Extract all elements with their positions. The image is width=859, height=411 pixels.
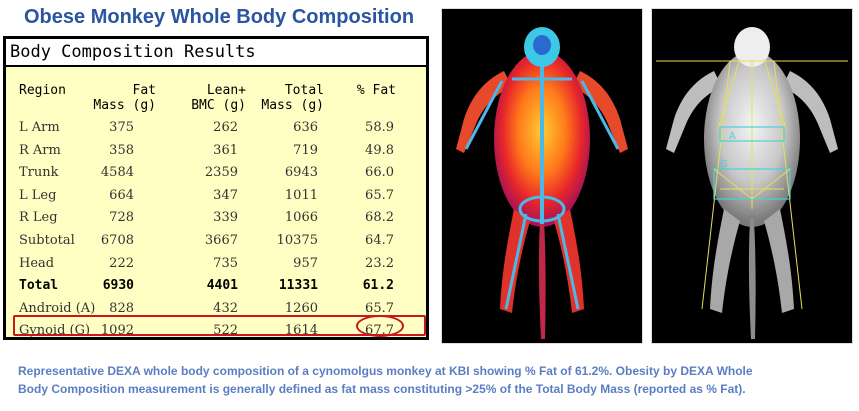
cell-pct: 58.9: [365, 120, 394, 135]
cell-total: 636: [293, 120, 318, 135]
dexa-color-scan-image: [441, 8, 643, 344]
table-row: R Arm 358 361 719 49.8: [6, 140, 426, 162]
table-heading: Body Composition Results: [10, 42, 256, 62]
cell-region: Head: [19, 255, 55, 271]
total-pct-fat-highlight: [356, 315, 404, 337]
cell-lean: 347: [213, 187, 238, 203]
col-header-lean-1: Lean+: [206, 83, 246, 98]
cell-fat: 375: [109, 120, 134, 135]
cell-lean: 3667: [204, 233, 238, 248]
cell-fat: 728: [109, 210, 134, 226]
caption-line-2: Body Composition measurement is generall…: [18, 382, 746, 396]
cell-total: 11331: [278, 278, 318, 294]
cell-region: Gynoid (G): [19, 323, 91, 339]
cell-lean: 2359: [204, 165, 238, 181]
cell-total: 1260: [284, 300, 318, 316]
table-row: L Arm 375 262 636 58.9: [6, 117, 426, 139]
cell-fat: 222: [109, 255, 134, 271]
cell-lean: 361: [213, 142, 238, 158]
cell-region: L Arm: [19, 120, 60, 135]
cell-lean: 522: [213, 323, 238, 339]
cell-fat: 6930: [102, 278, 134, 294]
results-table: Body Composition Results Region Fat Mass…: [3, 36, 429, 340]
cell-total: 957: [293, 255, 318, 271]
cell-fat: 6708: [100, 233, 134, 248]
table-heading-bar: Body Composition Results: [6, 39, 426, 67]
cell-total: 10375: [276, 233, 318, 248]
col-header-pct-fat: % Fat: [356, 83, 396, 98]
cell-pct: 68.2: [365, 210, 394, 226]
dexa-color-scan: [456, 27, 628, 339]
col-header-total-1: Total: [284, 83, 324, 98]
caption-line-1: Representative DEXA whole body compositi…: [18, 364, 753, 378]
col-header-fat-1: Fat: [132, 83, 156, 98]
region-label-g: G: [720, 159, 728, 170]
cell-region: R Leg: [19, 210, 58, 226]
cell-total: 1614: [284, 323, 318, 339]
cell-total: 1066: [284, 210, 318, 226]
col-header-lean-2: BMC (g): [191, 98, 246, 113]
cell-region: Android (A): [19, 300, 96, 316]
cell-pct: 64.7: [365, 233, 394, 248]
col-header-region: Region: [19, 83, 66, 98]
page-title: Obese Monkey Whole Body Composition: [24, 6, 415, 28]
cell-fat: 1092: [100, 323, 134, 339]
table-row: Subtotal 6708 3667 10375 64.7: [6, 230, 426, 252]
col-header-fat-2: Mass (g): [93, 98, 156, 113]
table-row: Head 222 735 957 23.2: [6, 253, 426, 275]
table-row: Trunk 4584 2359 6943 66.0: [6, 162, 426, 184]
cell-region: L Leg: [19, 187, 57, 203]
cell-lean: 262: [213, 120, 238, 135]
cell-fat: 358: [109, 142, 134, 158]
cell-pct: 61.2: [362, 278, 394, 294]
col-header-total-2: Mass (g): [261, 98, 324, 113]
cell-fat: 664: [109, 187, 134, 203]
dexa-gray-scan-image: A G: [651, 8, 853, 344]
cell-lean: 339: [213, 210, 238, 226]
cell-lean: 735: [213, 255, 238, 271]
table-row: Android (A) 828 432 1260 65.7: [6, 298, 426, 320]
cell-fat: 4584: [100, 165, 134, 181]
cell-region: Total: [19, 278, 59, 294]
cell-pct: 49.8: [365, 142, 394, 158]
table-row: R Leg 728 339 1066 68.2: [6, 207, 426, 229]
cell-pct: 65.7: [365, 300, 394, 316]
cell-fat: 828: [109, 300, 134, 316]
region-label-a: A: [729, 131, 736, 142]
total-row-highlight: [13, 315, 426, 336]
table-row: Total 6930 4401 11331 61.2: [6, 275, 426, 297]
cell-pct: 23.2: [365, 255, 394, 271]
cell-region: R Arm: [19, 142, 61, 158]
cell-region: Subtotal: [19, 233, 75, 248]
caption: Representative DEXA whole body compositi…: [18, 362, 848, 398]
cell-lean: 4401: [206, 278, 238, 294]
cell-lean: 432: [213, 300, 238, 316]
cell-pct: 65.7: [365, 187, 394, 203]
cell-region: Trunk: [19, 165, 59, 181]
cell-total: 1011: [284, 187, 318, 203]
table-row: L Leg 664 347 1011 65.7: [6, 185, 426, 207]
cell-total: 719: [293, 142, 318, 158]
cell-total: 6943: [284, 165, 318, 181]
cell-pct: 66.0: [365, 165, 394, 181]
dexa-gray-scan: A G: [656, 27, 848, 339]
